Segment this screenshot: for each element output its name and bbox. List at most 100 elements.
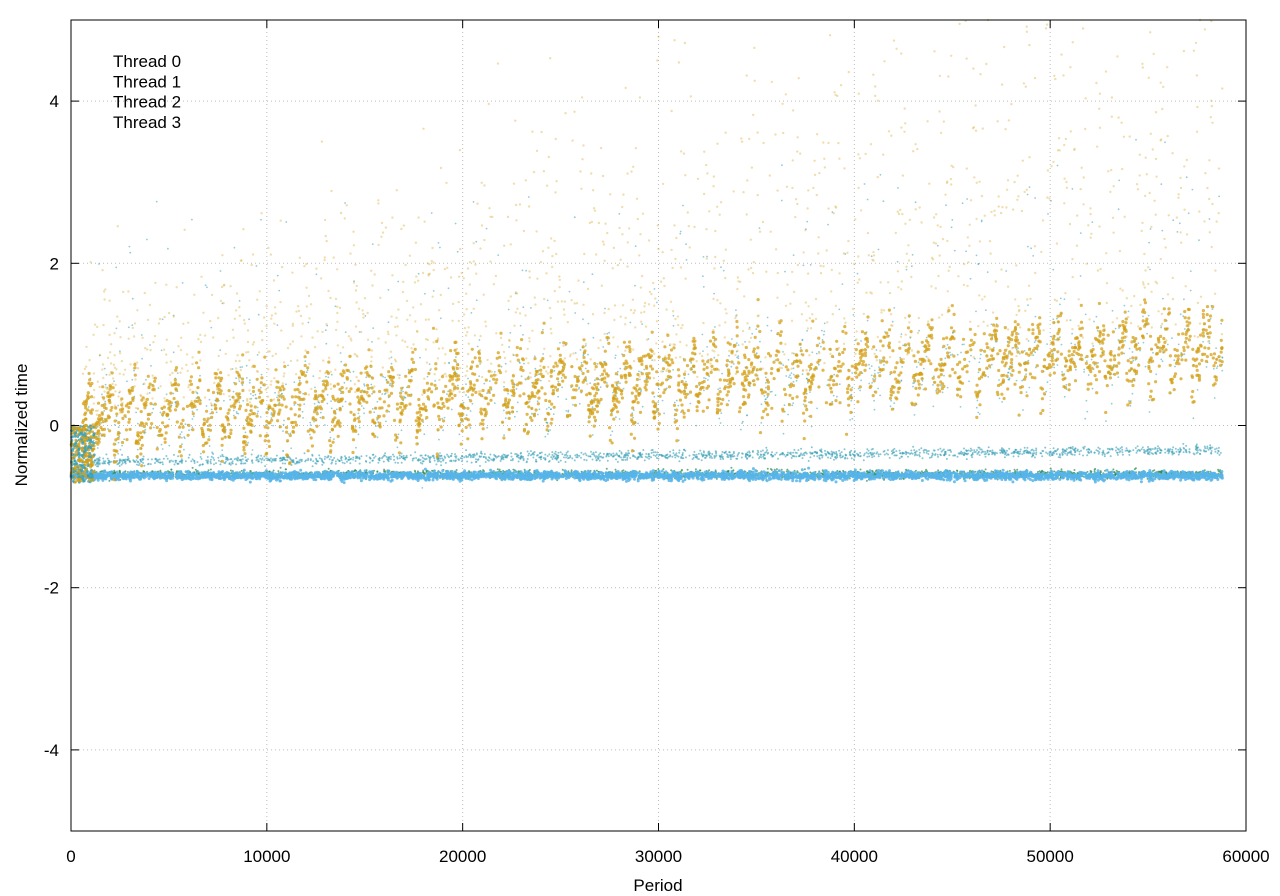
thread-0-point <box>272 469 275 472</box>
thread-0-point <box>1049 467 1052 470</box>
thread-1-point <box>294 473 298 477</box>
thread-1-point <box>439 474 443 478</box>
thread-0-point <box>1016 468 1019 471</box>
thread-1-point <box>225 471 229 475</box>
thread-1-point <box>382 477 386 481</box>
thread-1-point <box>1096 469 1100 473</box>
thread-0-point <box>194 468 197 471</box>
thread-1-point <box>1179 478 1183 482</box>
thread-0-point <box>956 470 959 472</box>
thread-1-point <box>184 470 188 474</box>
thread-1-point <box>683 478 687 482</box>
thread-0-point <box>865 479 868 482</box>
thread-0-point <box>413 469 416 472</box>
thread-1-point <box>231 470 235 474</box>
thread-1-point <box>1001 468 1005 472</box>
thread-1-point <box>1088 472 1092 476</box>
thread-1-point <box>1093 480 1097 484</box>
thread-1-point <box>1201 473 1205 477</box>
thread-1-point <box>1204 478 1208 481</box>
thread-0-point <box>681 468 683 471</box>
thread-1-point <box>1028 478 1032 481</box>
thread-1-point <box>165 477 169 480</box>
thread-1-point <box>907 476 911 479</box>
thread-1-point <box>720 471 724 475</box>
thread-0-point <box>1013 468 1016 471</box>
thread-0-point <box>422 469 425 472</box>
thread-0-point <box>990 470 993 473</box>
thread-1-point <box>791 479 795 483</box>
thread-1-point <box>330 474 334 478</box>
thread-0-point <box>95 471 98 473</box>
thread-0-point <box>809 471 812 474</box>
thread-1-point <box>578 479 582 483</box>
thread-1-point <box>299 468 303 472</box>
thread-1-point <box>888 469 891 473</box>
thread-1-point <box>582 473 586 477</box>
thread-1-point <box>102 469 106 473</box>
thread-1-point <box>920 479 924 482</box>
thread-0-point <box>284 468 287 471</box>
thread-0-point <box>1151 470 1154 472</box>
thread-0-point <box>455 469 458 471</box>
thread-0-point <box>1112 468 1115 471</box>
thread-0-point <box>238 471 241 474</box>
thread-0-point <box>662 468 665 471</box>
thread-1-point <box>777 469 781 473</box>
thread-0-point <box>126 471 129 473</box>
thread-1-point <box>440 472 444 476</box>
thread-1-point <box>423 467 427 471</box>
thread-0-point <box>240 469 243 472</box>
thread-1-point <box>387 469 390 473</box>
thread-0-point <box>383 468 386 471</box>
thread-0-point <box>859 468 862 471</box>
thread-0-point <box>605 467 608 470</box>
thread-0-point <box>277 470 280 473</box>
thread-0-point <box>207 469 210 472</box>
thread-0-point <box>926 470 929 473</box>
thread-1-point <box>441 469 445 473</box>
thread-1-point <box>296 471 300 475</box>
thread-1-point <box>363 469 367 473</box>
thread-1-point <box>564 470 568 474</box>
thread-1-point <box>495 477 498 481</box>
thread-0-point <box>376 470 379 473</box>
thread-0-point <box>614 468 617 471</box>
thread-0-point <box>1099 470 1102 473</box>
thread-1-point <box>751 470 755 474</box>
thread-1-point <box>1011 480 1015 484</box>
thread-0-point <box>999 469 1002 472</box>
thread-1-point <box>994 469 997 473</box>
thread-0-point <box>561 468 564 471</box>
thread-1-point <box>751 467 755 471</box>
thread-1-point <box>807 466 811 470</box>
thread-1-point <box>939 470 943 474</box>
thread-1-point <box>248 480 252 484</box>
thread-0-point <box>1060 468 1063 471</box>
thread-1-point <box>881 476 885 480</box>
thread-0-point <box>170 468 173 471</box>
thread-0-point <box>1073 469 1076 471</box>
thread-0-point <box>327 467 330 470</box>
thread-1-point <box>386 478 390 482</box>
thread-1-point <box>163 473 167 477</box>
thread-0-point <box>113 469 116 472</box>
thread-1-point <box>242 468 246 472</box>
thread-1-point <box>754 469 758 473</box>
thread-1-point <box>749 476 753 480</box>
thread-0-point <box>1093 468 1096 471</box>
thread-0-point <box>383 470 385 473</box>
thread-0-point <box>803 468 806 471</box>
thread-0-point <box>796 471 799 474</box>
thread-0-point <box>108 479 111 482</box>
thread-1-point <box>834 480 838 484</box>
thread-0-point <box>496 468 499 471</box>
thread-1-point <box>359 479 363 483</box>
thread-1-point <box>1110 470 1114 474</box>
thread-1-point <box>1105 468 1109 472</box>
thread-1-point <box>805 479 809 483</box>
thread-1-point <box>117 478 121 482</box>
thread-1-point <box>264 469 268 473</box>
thread-1-point <box>868 469 872 473</box>
